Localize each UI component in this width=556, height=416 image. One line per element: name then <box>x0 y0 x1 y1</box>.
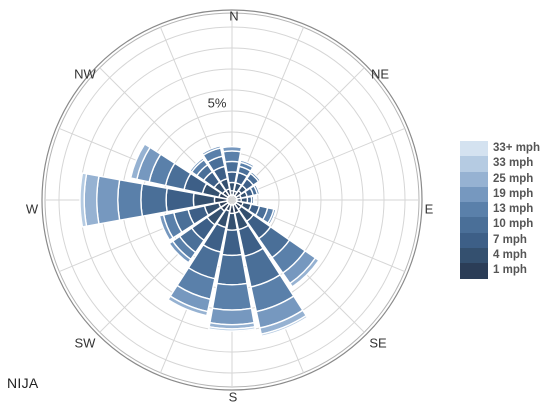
legend-item: 13 mph <box>460 202 556 218</box>
direction-label-nw: NW <box>74 66 96 81</box>
grid-spoke <box>231 127 405 201</box>
bar-s-33mph <box>207 326 257 332</box>
bar-wsw-19mph <box>158 214 174 242</box>
legend-swatch <box>460 156 488 172</box>
legend-label: 33+ mph <box>493 142 540 154</box>
bar-wnw-25mph <box>129 143 152 181</box>
legend-swatch <box>460 202 488 218</box>
bar-w-7mph <box>165 187 195 213</box>
legend-label: 25 mph <box>493 172 534 185</box>
legend-item: 4 mph <box>460 248 556 264</box>
wind-bars <box>79 143 320 338</box>
bar-sse-33mph <box>260 314 309 338</box>
outer-border-ring <box>41 9 423 391</box>
bar-ne-13mph <box>249 170 262 183</box>
legend-swatch <box>460 141 488 157</box>
legend-swatch <box>460 232 488 249</box>
legend-swatch <box>460 217 488 233</box>
direction-label-ne: NE <box>371 66 389 81</box>
bar-w-25mph <box>83 173 100 227</box>
legend-swatch <box>460 171 488 187</box>
bar-w-33mph <box>79 172 88 228</box>
legend-swatch <box>460 186 488 203</box>
bar-sw-19mph <box>168 240 192 264</box>
legend-swatch <box>460 263 488 279</box>
ring-label-5-percent: 5% <box>208 95 227 110</box>
direction-label-se: SE <box>369 335 387 350</box>
direction-label-s: S <box>229 389 238 404</box>
direction-label-n: N <box>229 8 238 23</box>
legend-label: 1 mph <box>493 264 527 277</box>
legend-label: 4 mph <box>493 249 527 262</box>
bar-s-13mph <box>211 282 253 311</box>
legend-item: 33+ mph <box>460 141 556 157</box>
bar-e-10mph <box>250 195 255 205</box>
bar-w-19mph <box>96 175 121 225</box>
legend-item: 1 mph <box>460 263 556 279</box>
legend-label: 33 mph <box>493 157 534 170</box>
legend-item: 19 mph <box>460 186 556 203</box>
bar-nne-19mph <box>239 159 255 169</box>
legend-item: 10 mph <box>460 217 556 233</box>
bar-w-13mph <box>117 178 144 222</box>
bar-w-10mph <box>140 183 168 217</box>
legend-label: 19 mph <box>493 187 534 200</box>
bar-n-10mph <box>224 160 240 174</box>
legend-label: 7 mph <box>493 233 527 246</box>
bar-nnw-19mph <box>201 145 222 157</box>
bar-n-19mph <box>221 146 243 153</box>
station-label: NIJA <box>7 375 39 391</box>
direction-label-w: W <box>26 201 39 216</box>
legend-label: 13 mph <box>493 203 534 216</box>
bar-n-13mph <box>222 150 242 163</box>
direction-label-sw: SW <box>75 335 97 350</box>
bar-ssw-25mph <box>167 295 209 317</box>
bar-ese-19mph <box>267 208 277 226</box>
legend-item: 33 mph <box>460 156 556 172</box>
legend-swatch <box>460 248 488 264</box>
bar-s-19mph <box>209 307 255 326</box>
bar-se-25mph <box>289 257 320 288</box>
bar-s-10mph <box>216 253 248 286</box>
bar-ene-13mph <box>252 183 261 196</box>
speed-legend: 33+ mph 33 mph 25 mph 19 mph 13 mph 10 mph 7 m… <box>460 141 556 279</box>
bar-nw-19mph <box>188 156 205 173</box>
legend-item: 25 mph <box>460 171 556 187</box>
legend-item: 7 mph <box>460 232 556 249</box>
legend-label: 10 mph <box>493 218 534 231</box>
direction-label-e: E <box>425 201 434 216</box>
compass-labels: N NE E SE S SW W NW 5% <box>26 8 434 404</box>
